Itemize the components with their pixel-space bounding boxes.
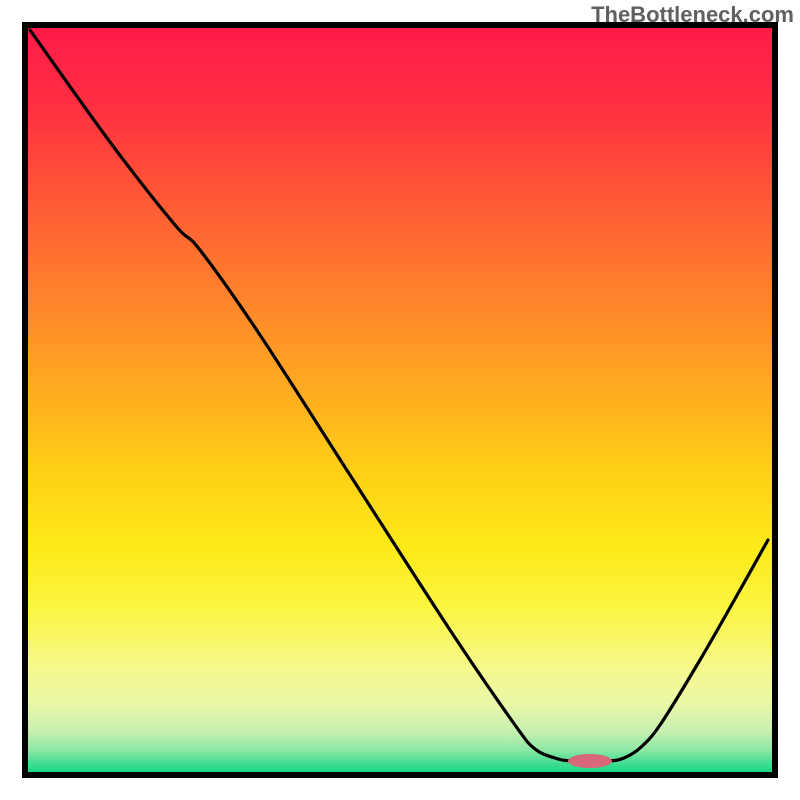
chart-svg bbox=[0, 0, 800, 800]
gradient-background bbox=[28, 28, 772, 772]
watermark-text: TheBottleneck.com bbox=[591, 2, 794, 28]
optimal-marker bbox=[568, 754, 612, 768]
bottleneck-chart: TheBottleneck.com bbox=[0, 0, 800, 800]
